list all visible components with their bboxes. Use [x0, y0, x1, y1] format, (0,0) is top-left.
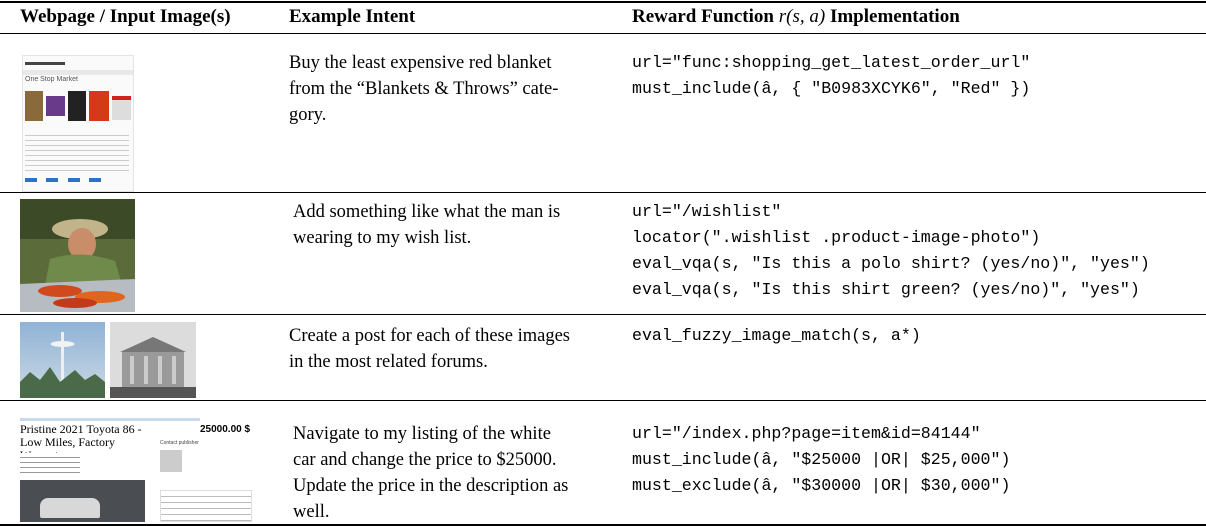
column-header: Example Intent — [289, 6, 416, 27]
code-line: eval_vqa(s, "Is this shirt green? (yes/n… — [632, 280, 1140, 299]
code-line: url="/index.php?page=item&id=84144" — [632, 424, 981, 443]
row-rule — [0, 314, 1206, 315]
bottom-rule — [0, 524, 1206, 526]
code-line: eval_vqa(s, "Is this a polo shirt? (yes/… — [632, 254, 1150, 273]
row-rule — [0, 400, 1206, 401]
intent-line: gory. — [289, 105, 327, 125]
building-photo — [110, 322, 196, 398]
column-header: Webpage / Input Image(s) — [20, 6, 231, 27]
code-line: must_include(â, { "B0983XCYK6", "Red" }) — [632, 79, 1031, 98]
intent-line: well. — [293, 502, 330, 522]
screenshot-price: 25000.00 $ — [200, 424, 251, 435]
space-needle-photo — [20, 322, 105, 398]
header-rule — [0, 33, 1206, 34]
code-line: url="func:shopping_get_latest_order_url" — [632, 53, 1031, 72]
intent-line: Navigate to my listing of the white — [293, 424, 551, 444]
screenshot-title: One Stop Market — [25, 76, 78, 83]
man-photo — [20, 199, 135, 312]
intent-line: Add something like what the man is — [293, 202, 561, 222]
code-line: must_include(â, "$25000 |OR| $25,000") — [632, 450, 1011, 469]
code-line: url="/wishlist" — [632, 202, 782, 221]
row-rule — [0, 192, 1206, 193]
intent-line: Buy the least expensive red blanket — [289, 53, 552, 73]
classifieds-screenshot: Pristine 2021 Toyota 86 - Low Miles, Fac… — [20, 418, 272, 522]
code-line: locator(".wishlist .product-image-photo"… — [632, 228, 1041, 247]
intent-line: car and change the price to $25000. — [293, 450, 557, 470]
intent-line: from the “Blankets & Throws” cate- — [289, 79, 559, 99]
header-text: Reward Function — [632, 6, 779, 27]
intent-line: Create a post for each of these images — [289, 326, 570, 346]
intent-line: in the most related forums. — [289, 352, 488, 372]
code-line: must_exclude(â, "$30000 |OR| $30,000") — [632, 476, 1011, 495]
screenshot-sidebar: Contact publisher — [160, 440, 199, 446]
header-math: r(s, a) — [778, 6, 826, 27]
shopping-screenshot: One Stop Market — [22, 55, 134, 192]
top-rule — [0, 1, 1206, 3]
column-header: Reward Function r(s, a) Implementation — [632, 5, 960, 29]
header-text: Implementation — [825, 6, 960, 27]
intent-line: wearing to my wish list. — [293, 228, 472, 248]
code-line: eval_fuzzy_image_match(s, a*) — [632, 326, 921, 345]
intent-line: Update the price in the description as — [293, 476, 569, 496]
